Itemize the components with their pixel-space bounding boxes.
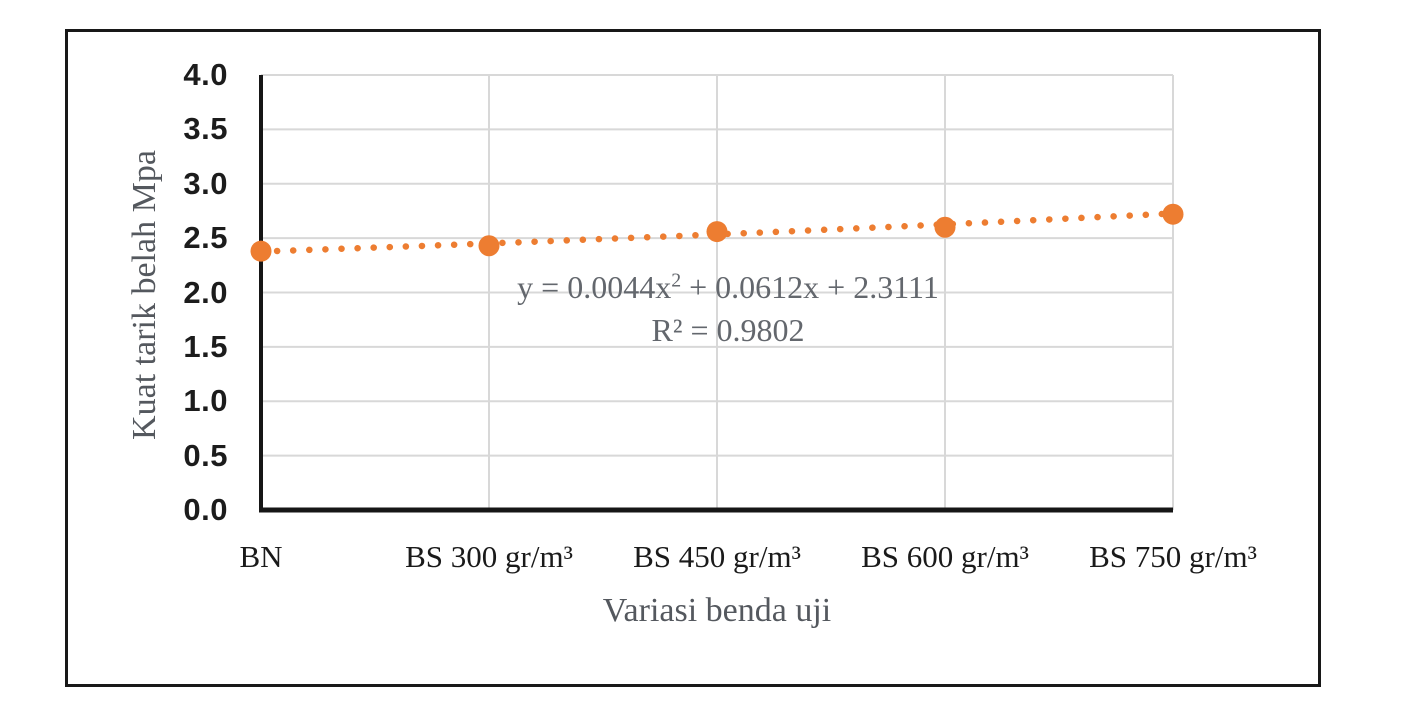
plot-area [250,74,1184,513]
data-point-marker [934,216,956,238]
data-point-marker [478,235,500,257]
y-tick-label: 1.0 [183,383,228,419]
y-tick-label: 2.5 [183,220,228,256]
data-point-marker [1162,203,1184,225]
y-tick-label: 4.0 [183,57,228,92]
x-category-label: BS 600 gr/m³ [861,539,1029,574]
trendline-annotation: y = 0.0044x2 + 0.0612x + 2.3111 R² = 0.9… [378,266,1078,352]
data-point-marker [250,240,272,262]
x-category-label: BS 450 gr/m³ [633,539,801,574]
y-tick-label: 3.5 [183,111,228,147]
x-axis-title: Variasi benda uji [602,592,832,629]
y-tick-label: 0.0 [183,492,228,527]
x-category-label: BN [239,539,283,574]
data-point-marker [706,221,728,243]
equation-text: + 0.0612x + 2.3111 [681,269,939,305]
y-tick-label: 1.5 [183,328,228,364]
x-category-label: BS 300 gr/m³ [405,539,573,574]
equation-text: y = 0.0044x [517,269,672,305]
r-squared-label: R² = 0.9802 [651,312,805,348]
y-tick-label: 0.5 [183,437,228,473]
y-tick-label: 2.0 [183,274,228,310]
y-tick-label: 3.0 [183,165,228,201]
trendline-equation: y = 0.0044x2 + 0.0612x + 2.3111 [378,266,1078,309]
equation-superscript: 2 [671,269,682,292]
chart-frame: 0.0 0.5 1.0 1.5 2.0 2.5 3.0 3.5 4.0 BN BS 300 gr/… [65,29,1321,687]
x-category-label: BS 750 gr/m³ [1089,539,1257,574]
y-axis-title: Kuat tarik belah Mpa [126,150,163,440]
